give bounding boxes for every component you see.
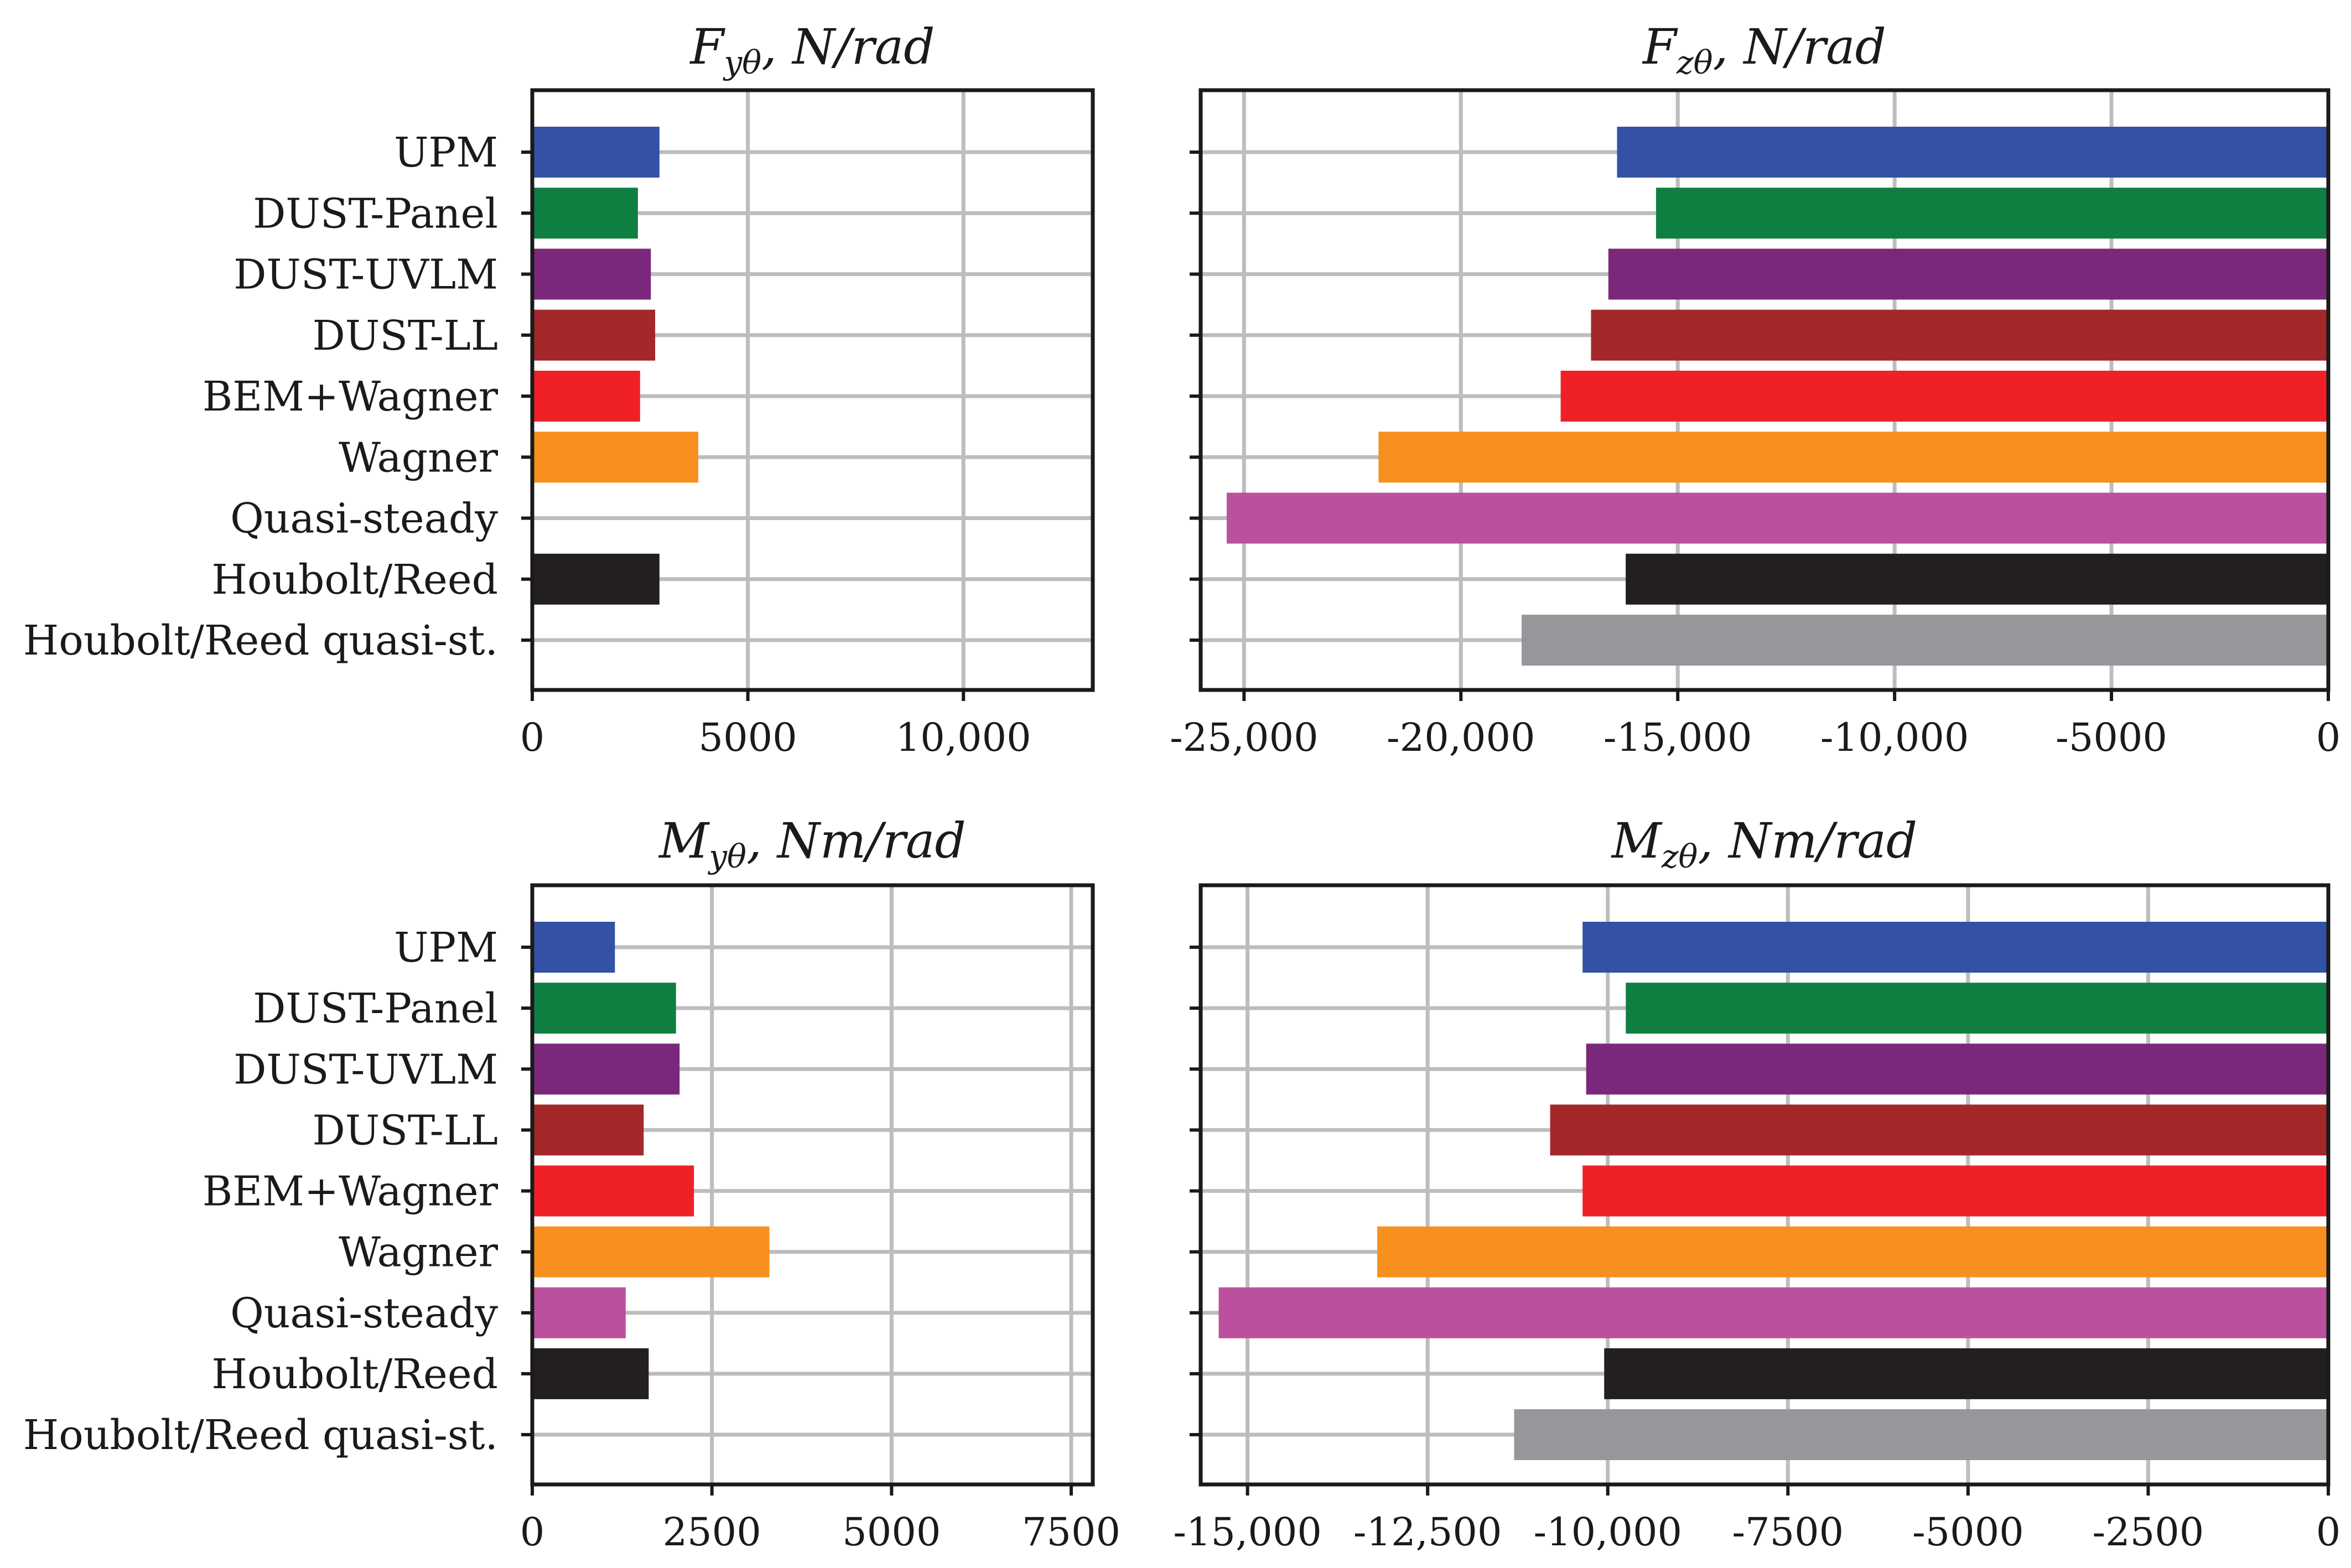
bar-quasi-steady bbox=[532, 1287, 626, 1338]
bar-bem-wagner bbox=[532, 371, 640, 422]
bar-dust-panel bbox=[1626, 983, 2328, 1034]
category-label-quasi-steady: Quasi-steady bbox=[230, 495, 498, 543]
category-label-dust-panel: DUST-Panel bbox=[253, 985, 498, 1032]
bar-upm bbox=[532, 922, 615, 973]
x-tick-label: -5000 bbox=[2056, 715, 2167, 760]
x-tick-label: 5000 bbox=[842, 1509, 941, 1555]
x-tick-label: 7500 bbox=[1022, 1509, 1120, 1555]
x-tick-label: -15,000 bbox=[1173, 1509, 1322, 1555]
panel-title: Mzθ, Nm/rad bbox=[1611, 812, 1918, 875]
bar-dust-uvlm bbox=[532, 248, 651, 300]
bar-dust-ll bbox=[532, 1104, 644, 1156]
plot-frame bbox=[1198, 883, 2331, 1487]
bar-dust-panel bbox=[532, 983, 676, 1034]
bar-dust-uvlm bbox=[1608, 248, 2328, 300]
category-label-houbolt-reed-quasi-st: Houbolt/Reed quasi-st. bbox=[23, 617, 498, 664]
bar-bem-wagner bbox=[532, 1165, 694, 1217]
x-tick-label: 0 bbox=[2316, 715, 2341, 760]
title-unit: , N/rad bbox=[1713, 18, 1886, 75]
bar-quasi-steady bbox=[1218, 1287, 2328, 1338]
category-label-houbolt-reed-quasi-st: Houbolt/Reed quasi-st. bbox=[23, 1411, 498, 1459]
title-subscript: yθ bbox=[722, 44, 761, 81]
x-tick-label: 0 bbox=[520, 715, 545, 760]
title-symbol: M bbox=[658, 812, 710, 869]
bar-upm bbox=[1582, 922, 2328, 973]
bar-houbolt-reed-quasi-st bbox=[1514, 1409, 2328, 1460]
title-subscript: zθ bbox=[1676, 44, 1712, 81]
category-label-wagner: Wagner bbox=[339, 434, 499, 481]
title-subscript: yθ bbox=[707, 838, 746, 875]
title-unit: , Nm/rad bbox=[746, 812, 966, 869]
category-label-dust-uvlm: DUST-UVLM bbox=[233, 251, 498, 299]
x-tick-label: 2500 bbox=[663, 1509, 761, 1555]
plot-frame bbox=[530, 883, 1095, 1487]
x-tick-label: -5000 bbox=[1912, 1509, 2024, 1555]
x-tick-label: 0 bbox=[2316, 1509, 2341, 1555]
category-label-upm: UPM bbox=[394, 129, 498, 176]
x-tick-label: -7500 bbox=[1732, 1509, 1844, 1555]
bar-houbolt-reed-quasi-st bbox=[1522, 615, 2328, 666]
category-label-houbolt-reed: Houbolt/Reed bbox=[211, 1351, 498, 1398]
plot-frame bbox=[530, 88, 1095, 692]
title-unit: , N/rad bbox=[761, 18, 935, 75]
panel-title: Myθ, Nm/rad bbox=[658, 812, 966, 875]
x-tick-label: 10,000 bbox=[896, 715, 1031, 760]
bar-wagner bbox=[1377, 1226, 2328, 1278]
category-label-quasi-steady: Quasi-steady bbox=[230, 1290, 498, 1337]
bar-dust-ll bbox=[1550, 1104, 2328, 1156]
title-subscript: zθ bbox=[1661, 838, 1698, 875]
x-tick-label: -20,000 bbox=[1387, 715, 1535, 760]
bar-houbolt-reed bbox=[532, 1348, 649, 1399]
title-symbol: F bbox=[1642, 18, 1678, 75]
bar-quasi-steady bbox=[1227, 492, 2328, 544]
bar-upm bbox=[532, 127, 660, 178]
category-label-dust-ll: DUST-LL bbox=[313, 1107, 499, 1154]
bar-houbolt-reed bbox=[1604, 1348, 2328, 1399]
category-label-bem-wagner: BEM+Wagner bbox=[203, 373, 499, 420]
panel-force-y: UPM DUST-Panel DUST-UVLM DUST-LL BEM+Wagner W… bbox=[23, 18, 1095, 760]
title-unit: , Nm/rad bbox=[1698, 812, 1917, 869]
category-label-dust-uvlm: DUST-UVLM bbox=[233, 1046, 498, 1093]
category-label-dust-panel: DUST-Panel bbox=[253, 190, 498, 237]
bar-houbolt-reed bbox=[532, 553, 660, 605]
bar-dust-ll bbox=[1591, 309, 2328, 361]
x-tick-label: -15,000 bbox=[1603, 715, 1752, 760]
panel-title: Fzθ, N/rad bbox=[1642, 18, 1886, 81]
bar-upm bbox=[1617, 127, 2328, 178]
x-tick-label: -12,500 bbox=[1353, 1509, 1502, 1555]
panel-moment-y: UPM DUST-Panel DUST-UVLM DUST-LL BEM+Wagner W… bbox=[23, 812, 1120, 1555]
category-label-bem-wagner: BEM+Wagner bbox=[203, 1168, 499, 1216]
bar-wagner bbox=[532, 432, 699, 483]
bar-wagner bbox=[532, 1226, 770, 1278]
bar-bem-wagner bbox=[1560, 371, 2328, 422]
title-symbol: F bbox=[689, 18, 725, 75]
plot-frame bbox=[1198, 88, 2331, 692]
title-symbol: M bbox=[1611, 812, 1663, 869]
panel-moment-z: -15,000 -12,500 -10,000 -7500 -5000 -2500 0 Mzθ… bbox=[1173, 812, 2340, 1555]
category-label-wagner: Wagner bbox=[339, 1229, 499, 1276]
x-tick-label: -2500 bbox=[2093, 1509, 2204, 1555]
category-label-dust-ll: DUST-LL bbox=[313, 312, 499, 360]
bar-dust-panel bbox=[532, 188, 638, 239]
bar-dust-panel bbox=[1656, 188, 2328, 239]
x-tick-label: -10,000 bbox=[1820, 715, 1969, 760]
category-label-houbolt-reed: Houbolt/Reed bbox=[211, 556, 498, 604]
panel-force-z: -25,000 -20,000 -15,000 -10,000 -5000 0 Fzθ, N… bbox=[1170, 18, 2340, 760]
bar-houbolt-reed bbox=[1626, 553, 2328, 605]
x-tick-label: 0 bbox=[520, 1509, 545, 1555]
x-tick-label: 5000 bbox=[699, 715, 797, 760]
bar-dust-uvlm bbox=[1586, 1043, 2328, 1095]
bar-dust-ll bbox=[532, 309, 656, 361]
bar-dust-uvlm bbox=[532, 1043, 680, 1095]
bar-bem-wagner bbox=[1582, 1165, 2328, 1217]
panel-title: Fyθ, N/rad bbox=[689, 18, 935, 81]
category-label-upm: UPM bbox=[394, 924, 498, 972]
x-tick-label: -10,000 bbox=[1533, 1509, 1682, 1555]
x-tick-label: -25,000 bbox=[1170, 715, 1319, 760]
bar-wagner bbox=[1378, 432, 2328, 483]
